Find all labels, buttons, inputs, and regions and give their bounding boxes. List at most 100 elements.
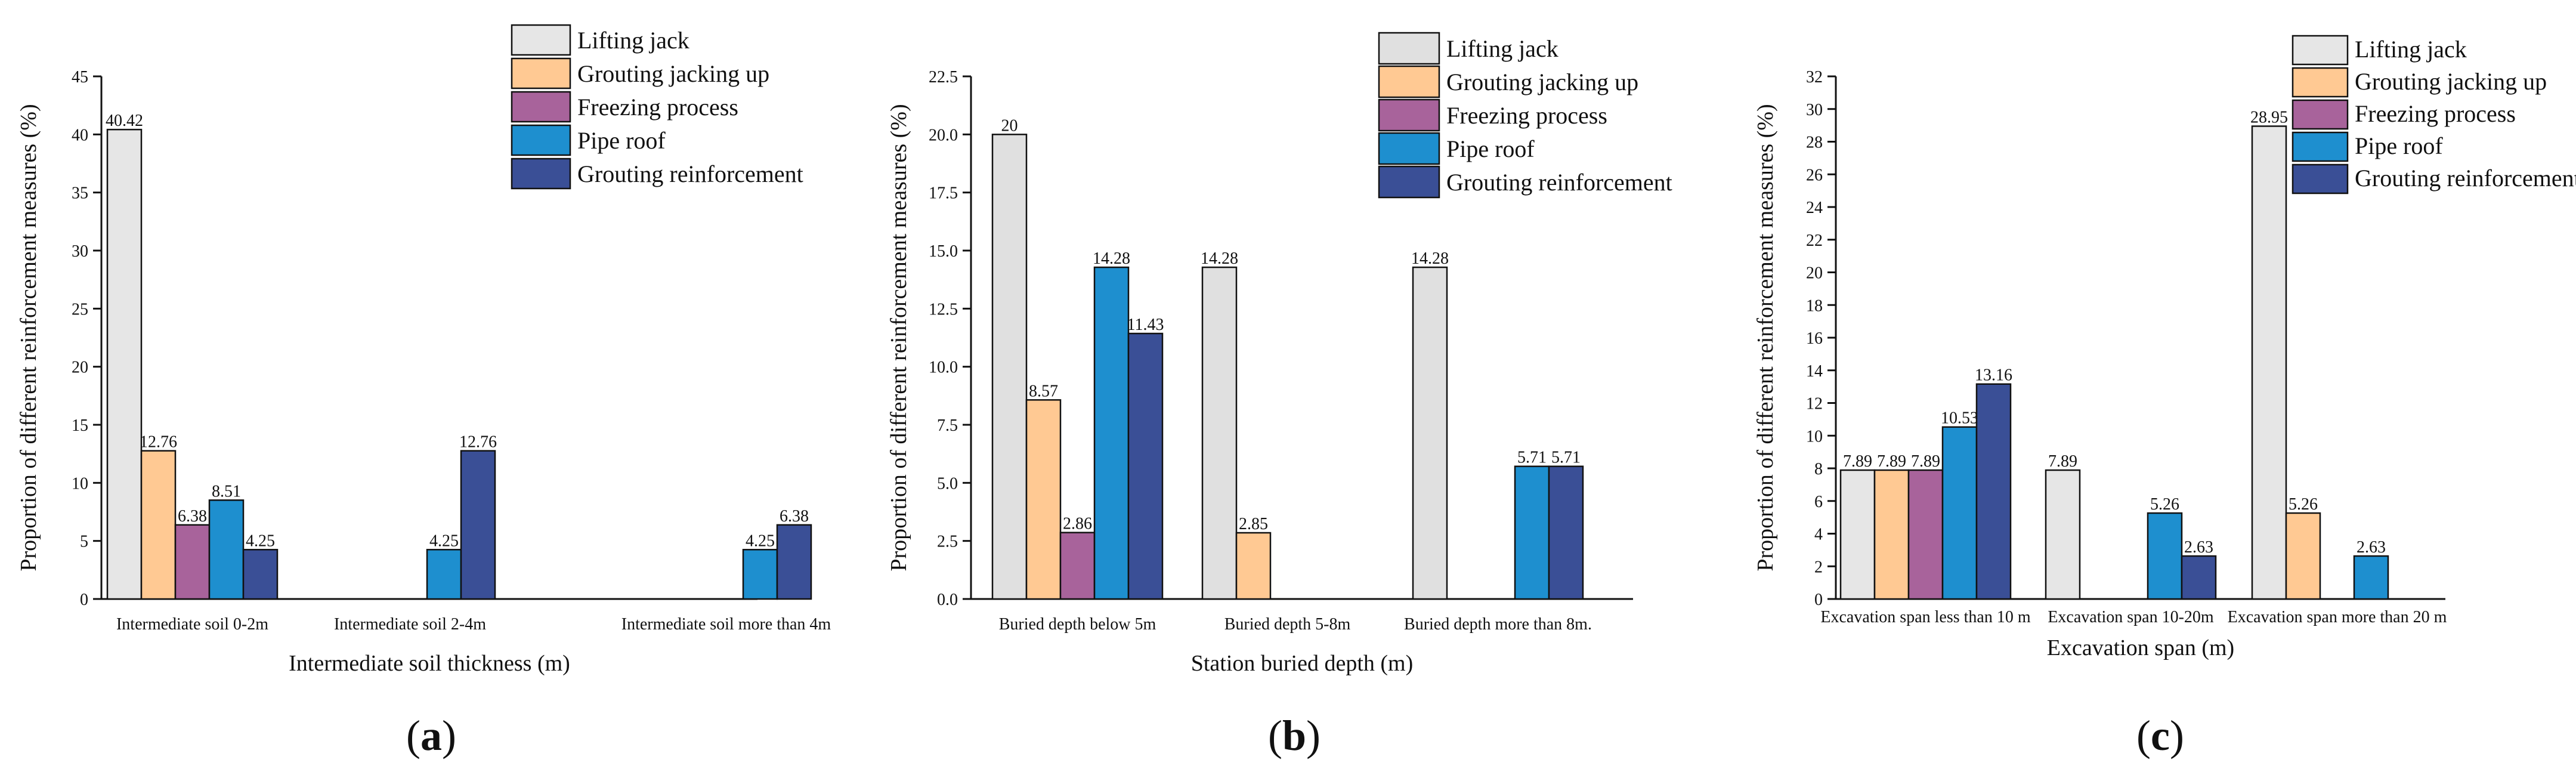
legend-label: Freezing process [2355, 100, 2516, 127]
y-tick-label: 30 [72, 242, 88, 261]
y-tick-label: 18 [1806, 297, 1823, 315]
data-label: 7.89 [2048, 452, 2077, 471]
legend-label: Grouting reinforcement [577, 160, 803, 187]
data-label: 10.53 [1941, 409, 1978, 428]
legend-swatch [1378, 98, 1440, 132]
data-label: 2.85 [1239, 515, 1268, 533]
data-label: 28.95 [2250, 108, 2288, 126]
y-tick-label: 6 [1814, 493, 1823, 511]
legend-swatch [1378, 165, 1440, 199]
bar-grouting-reinforcement [2181, 555, 2217, 600]
y-tick-label: 30 [1806, 101, 1823, 119]
data-label: 7.89 [1911, 452, 1940, 471]
legend-swatch [2292, 131, 2349, 162]
legend-swatch [2292, 67, 2349, 98]
data-label: 14.28 [1201, 249, 1238, 268]
y-axis-title: Proportion of different reinforcement me… [1753, 104, 1778, 571]
x-tick-label: Intermediate soil more than 4m [621, 615, 831, 634]
bar-grouting-reinforcement [460, 450, 496, 600]
legend-label: Grouting reinforcement [2355, 165, 2576, 192]
bar-pipe-roof [742, 549, 778, 600]
legend-swatch [511, 124, 571, 156]
data-label: 2.86 [1063, 515, 1092, 533]
y-tick-label: 5 [80, 533, 88, 551]
panel-label: (a) [406, 712, 456, 759]
y-tick-label: 22.5 [929, 68, 958, 87]
bar-freezing-process [174, 524, 211, 600]
legend-swatch [2292, 99, 2349, 130]
x-tick-label: Intermediate soil 0-2m [116, 615, 268, 634]
bar-lifting-jack [1839, 469, 1876, 600]
y-tick-label: 20.0 [929, 126, 958, 144]
y-tick-label: 40 [72, 126, 88, 144]
legend-label: Pipe roof [1446, 135, 1535, 162]
y-tick-label: 20 [1806, 264, 1823, 283]
x-tick-label: Excavation span more than 20 m [2228, 608, 2447, 626]
y-tick-label: 7.5 [937, 416, 958, 435]
x-tick-label: Buried depth more than 8m. [1404, 615, 1592, 634]
bar-lifting-jack [1412, 266, 1448, 600]
y-tick-label: 14 [1806, 362, 1823, 381]
data-label: 8.57 [1029, 382, 1058, 400]
y-tick-label: 15.0 [929, 242, 958, 261]
bar-pipe-roof [2147, 512, 2183, 600]
chart-panel-2: 0.0 2.5 5.0 7.5 10.0 12.5 15.0 17.5 20.0 22.5 Prop… [886, 32, 1672, 759]
bar-lifting-jack [106, 128, 143, 600]
data-label: 4.25 [746, 532, 775, 550]
y-tick-label: 12 [1806, 395, 1823, 413]
y-tick-label: 17.5 [929, 184, 958, 203]
data-label: 8.51 [212, 482, 241, 501]
x-tick-label: Intermediate soil 2-4m [334, 615, 486, 634]
data-label: 40.42 [106, 112, 143, 130]
legend-swatch [2292, 163, 2349, 194]
legend-swatch [511, 57, 571, 89]
x-tick-label: Excavation span 10-20m [2048, 608, 2214, 626]
data-label: 6.38 [780, 507, 809, 526]
data-label: 6.38 [178, 507, 207, 526]
y-tick-label: 15 [72, 416, 88, 435]
legend-swatch [511, 24, 571, 56]
legend: Lifting jack Grouting jacking up Freezing … [1378, 32, 1672, 199]
bar-grouting-jacking-up [1873, 469, 1910, 600]
chart-panel-3: 02468101214161820222426283032Proportion … [1753, 35, 2576, 759]
y-tick-label: 2.5 [937, 533, 958, 551]
y-tick-label: 25 [72, 300, 88, 319]
legend-label: Grouting jacking up [577, 60, 769, 87]
panel-label: (b) [1268, 712, 1321, 759]
y-tick-label: 0.0 [937, 591, 958, 609]
y-tick-label: 0 [80, 591, 88, 609]
legend-label: Grouting reinforcement [1446, 169, 1672, 196]
legend-label: Pipe roof [2355, 132, 2443, 159]
y-tick-label: 2 [1814, 558, 1823, 576]
bar-grouting-jacking-up [2285, 512, 2321, 600]
x-tick-label: Excavation span less than 10 m [1820, 608, 2030, 626]
bar-lifting-jack [1201, 266, 1238, 600]
bar-pipe-roof [1514, 465, 1550, 600]
data-label: 14.28 [1093, 249, 1130, 268]
y-tick-label: 12.5 [929, 300, 958, 319]
legend-swatch [1378, 65, 1440, 98]
y-tick-label: 10 [1806, 427, 1823, 446]
legend-label: Grouting jacking up [1446, 69, 1638, 95]
bar-grouting-reinforcement [1975, 383, 2012, 600]
legend-label: Freezing process [577, 94, 738, 121]
panel-label: (c) [2136, 712, 2184, 759]
legend-swatch [2292, 35, 2349, 66]
bar-freezing-process [1059, 532, 1096, 600]
data-label: 12.76 [140, 433, 177, 452]
legend-swatch [1378, 132, 1440, 165]
y-tick-label: 10.0 [929, 359, 958, 377]
bar-lifting-jack [2251, 125, 2287, 600]
bar-pipe-roof [1093, 266, 1130, 600]
bar-freezing-process [1907, 469, 1944, 600]
bar-grouting-reinforcement [242, 549, 279, 600]
bar-pipe-roof [2353, 555, 2389, 600]
bar-grouting-reinforcement [1127, 332, 1164, 600]
bar-grouting-reinforcement [776, 524, 812, 600]
data-label: 2.63 [2357, 538, 2386, 557]
y-tick-label: 20 [72, 359, 88, 377]
bar-lifting-jack [2045, 469, 2081, 600]
data-label: 5.26 [2150, 495, 2179, 514]
bar-lifting-jack [991, 134, 1028, 600]
